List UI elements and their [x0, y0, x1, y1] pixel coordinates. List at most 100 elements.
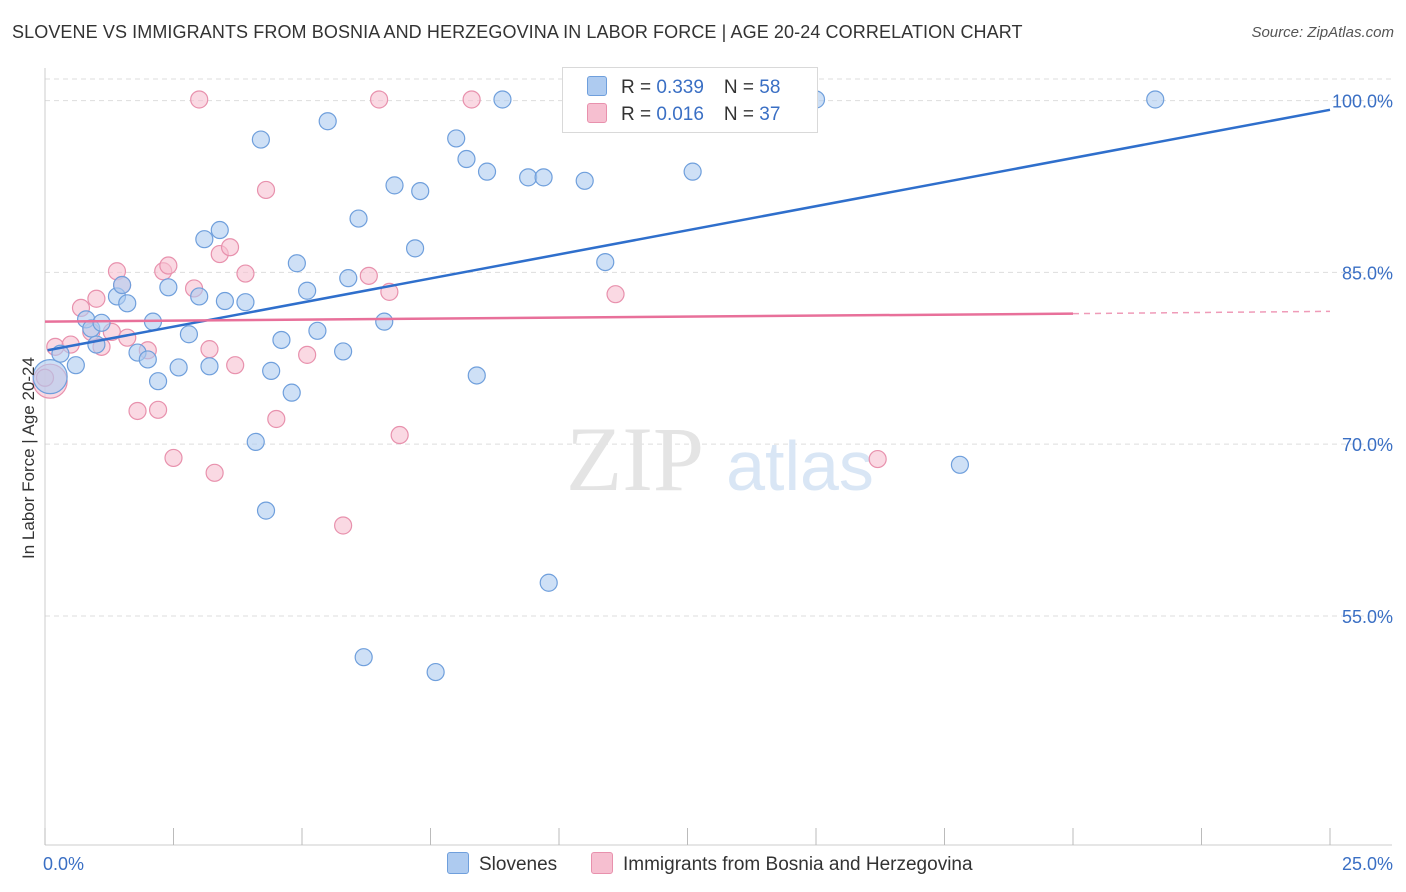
immigrants-point [190, 90, 209, 109]
slovenes-point [118, 294, 137, 313]
y-tick-label: 55.0% [1342, 607, 1393, 627]
slovenes-point [1146, 90, 1165, 109]
x-tick-label: 0.0% [43, 854, 84, 874]
slovenes-point [32, 359, 68, 395]
immigrants-point [256, 180, 276, 200]
grid-lines [45, 78, 1392, 617]
slovenes-point [236, 293, 255, 312]
legend-n-value: 37 [759, 104, 781, 125]
slovenes-point [251, 130, 270, 149]
slovenes-point [575, 171, 594, 190]
slovenes-point [334, 342, 353, 361]
slovenes-point [282, 383, 301, 402]
slovenes-point [385, 176, 404, 195]
slovenes-point [411, 181, 430, 201]
series-name-immigrants: Immigrants from Bosnia and Herzegovina [623, 854, 973, 875]
slovenes-point [190, 287, 209, 306]
bottom-legend-slovenes: Slovenes [447, 852, 557, 876]
slovenes-point [195, 230, 214, 249]
slovenes-point [467, 366, 486, 385]
slovenes-point [596, 253, 615, 272]
slovenes-point [138, 350, 157, 369]
slovenes-point [179, 325, 199, 344]
watermark-zip: ZIP [566, 408, 704, 510]
y-tick-label: 70.0% [1342, 435, 1393, 455]
slovenes-point [92, 313, 111, 332]
immigrants-point [267, 409, 286, 429]
immigrants-point [334, 516, 353, 535]
legend-n-value: 58 [759, 77, 781, 98]
legend-n-label: N = [723, 104, 760, 125]
immigrants-point [370, 90, 389, 109]
watermark-atlas: atlas [726, 427, 874, 505]
legend-swatch-pink [587, 103, 607, 123]
legend-row-slovenes: R = 0.339 N = 58 [587, 76, 780, 98]
legend-r-label: R = [621, 77, 657, 98]
tick-labels: 100.0% 85.0% 70.0% 55.0% 0.0% 25.0% [43, 92, 1393, 874]
x-tick-label: 25.0% [1342, 854, 1393, 874]
slovenes-point [246, 432, 265, 451]
immigrants-trend-extension [1072, 310, 1331, 315]
trend-lines [44, 108, 1331, 352]
slovenes-point [66, 356, 85, 375]
immigrants-point [220, 238, 240, 257]
slovenes-point [375, 312, 394, 331]
axes [44, 68, 1392, 846]
slovenes-point [519, 168, 538, 187]
slovenes-point [256, 501, 276, 520]
immigrants-point [205, 463, 224, 482]
slovenes-point [87, 335, 106, 354]
source-credit: Source: ZipAtlas.com [1251, 24, 1394, 41]
legend-row-immigrants: R = 0.016 N = 37 [587, 103, 780, 125]
slovenes-point [215, 291, 234, 311]
immigrants-point [236, 264, 255, 283]
legend-n-label: N = [723, 77, 760, 98]
bottom-legend-immigrants: Immigrants from Bosnia and Herzegovina [591, 852, 973, 876]
slovenes-point [308, 321, 327, 340]
slovenes-point [405, 239, 425, 258]
chart-title: SLOVENE VS IMMIGRANTS FROM BOSNIA AND HE… [12, 22, 1023, 42]
immigrants-point [128, 401, 147, 421]
y-tick-label: 85.0% [1342, 263, 1393, 283]
slovenes-point [354, 648, 373, 667]
immigrants-point [390, 425, 409, 445]
data-points [32, 90, 1165, 682]
immigrants-point [87, 289, 106, 308]
bottom-legend-swatch-blue [447, 852, 469, 874]
slovenes-point [339, 269, 358, 288]
immigrants-point [226, 356, 245, 375]
slovenes-point [950, 455, 970, 474]
slovenes-point [539, 573, 558, 592]
watermark: ZIP atlas [566, 408, 874, 510]
legend-swatch-blue [587, 76, 607, 96]
slovenes-point [159, 278, 178, 297]
slovenes-point [298, 281, 317, 300]
slovenes-point [262, 361, 281, 380]
slovenes-point [148, 372, 168, 391]
immigrants-point [148, 400, 168, 419]
immigrants-point [359, 266, 378, 285]
immigrants-point [462, 90, 481, 109]
correlation-legend: R = 0.339 N = 58 R = 0.016 N = 37 [562, 67, 818, 133]
slovenes-point [447, 129, 466, 148]
slovenes-point [457, 149, 476, 169]
slovenes-point [112, 275, 132, 295]
legend-r-value: 0.016 [656, 104, 704, 125]
slovenes-point [210, 220, 229, 240]
slovenes-point [287, 254, 306, 273]
slovenes-point [200, 357, 219, 376]
immigrants-point [606, 285, 625, 304]
immigrants-point [868, 449, 887, 469]
immigrants-trend-line [44, 312, 1074, 323]
slovenes-trend-line [47, 108, 1331, 352]
y-tick-label: 100.0% [1332, 92, 1393, 112]
immigrants-point [159, 256, 178, 275]
slovenes-point [272, 330, 291, 350]
slovenes-point [169, 358, 188, 377]
y-axis-label: In Labor Force | Age 20-24 [19, 357, 38, 559]
slovenes-point [493, 90, 512, 109]
slovenes-point [426, 662, 445, 682]
legend-r-label: R = [621, 104, 657, 125]
slovenes-point [318, 112, 337, 131]
